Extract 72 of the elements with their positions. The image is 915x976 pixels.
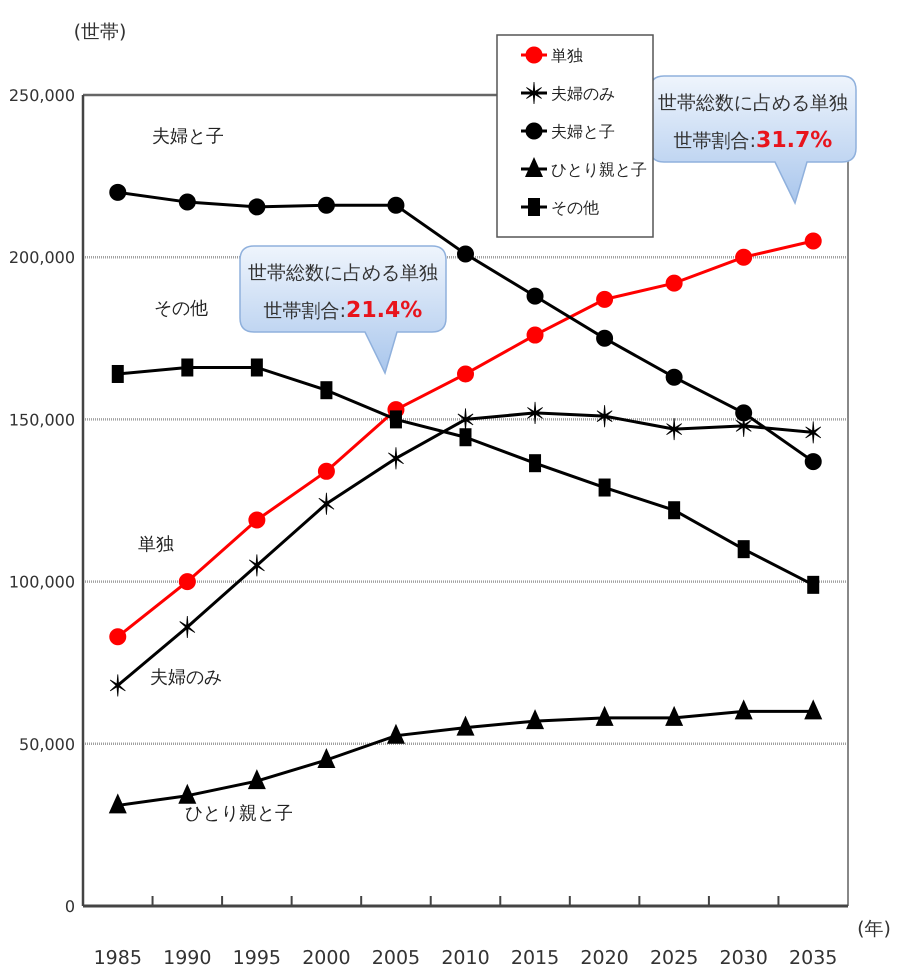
x-tick-label: 2010	[441, 947, 490, 969]
point	[179, 616, 196, 638]
point	[596, 290, 614, 308]
point	[526, 288, 544, 305]
point	[734, 699, 753, 720]
x-tick-label: 2005	[372, 947, 420, 969]
point	[666, 418, 682, 441]
point	[596, 330, 614, 347]
point	[178, 194, 196, 211]
annotation: 世帯総数に占める単独世帯割合:21.4%	[248, 262, 438, 323]
legend-label: 単独	[551, 46, 583, 65]
y-tick-label: 100,000	[8, 572, 75, 592]
point	[317, 748, 336, 768]
point	[805, 420, 822, 444]
point	[596, 706, 614, 726]
point	[387, 196, 404, 214]
point	[388, 446, 404, 470]
point	[318, 196, 335, 214]
point	[457, 245, 474, 262]
annotation: 単独	[138, 534, 174, 555]
point	[178, 573, 196, 590]
point	[526, 709, 544, 730]
x-tick-label: 2035	[789, 947, 838, 969]
legend-label: ひとり親と子	[551, 160, 647, 179]
point	[110, 674, 126, 697]
x-tick-label: 2000	[302, 947, 351, 969]
point	[804, 699, 822, 720]
annotation: ひとり親と子	[185, 803, 293, 824]
annotation: 夫婦と子	[152, 126, 224, 147]
point	[735, 248, 752, 266]
annotation: 夫婦のみ	[150, 667, 222, 688]
point	[804, 232, 822, 250]
point	[318, 492, 334, 516]
point	[804, 453, 822, 470]
annotation: その他	[154, 298, 208, 319]
x-tick-label: 1995	[232, 947, 282, 969]
x-tick-label: 2030	[720, 947, 768, 969]
legend-label: 夫婦と子	[551, 122, 615, 141]
point	[666, 368, 683, 386]
x-tick-label: 1985	[94, 947, 142, 969]
y-axis-title: (世帯)	[74, 21, 126, 43]
point	[386, 724, 405, 744]
point	[248, 511, 266, 528]
x-tick-label: 1990	[163, 947, 212, 969]
y-tick-label: 50,000	[19, 734, 75, 754]
point	[666, 274, 683, 292]
annotation: 世帯総数に占める単独世帯割合:31.7%	[658, 92, 848, 153]
y-tick-label: 150,000	[8, 410, 75, 430]
point	[456, 716, 474, 736]
point	[665, 706, 684, 726]
point	[596, 404, 613, 428]
y-tick-label: 0	[64, 897, 75, 916]
x-tick-label: 2020	[580, 947, 629, 969]
y-tick-label: 250,000	[8, 86, 75, 105]
point	[527, 402, 544, 424]
point	[109, 628, 126, 646]
x-tick-label: 2025	[650, 947, 698, 969]
point	[248, 198, 266, 216]
point	[318, 462, 335, 480]
legend-label: その他	[551, 198, 599, 217]
y-tick-label: 200,000	[8, 248, 75, 268]
x-axis-title: (年)	[857, 918, 891, 940]
point	[526, 326, 544, 344]
x-tick-label: 2015	[510, 947, 560, 969]
point	[735, 404, 752, 422]
point	[178, 784, 196, 804]
point	[248, 769, 266, 790]
point	[248, 554, 265, 577]
point	[108, 793, 127, 814]
point	[109, 184, 126, 201]
point	[457, 365, 474, 382]
legend-label: 夫婦のみ	[551, 84, 615, 103]
